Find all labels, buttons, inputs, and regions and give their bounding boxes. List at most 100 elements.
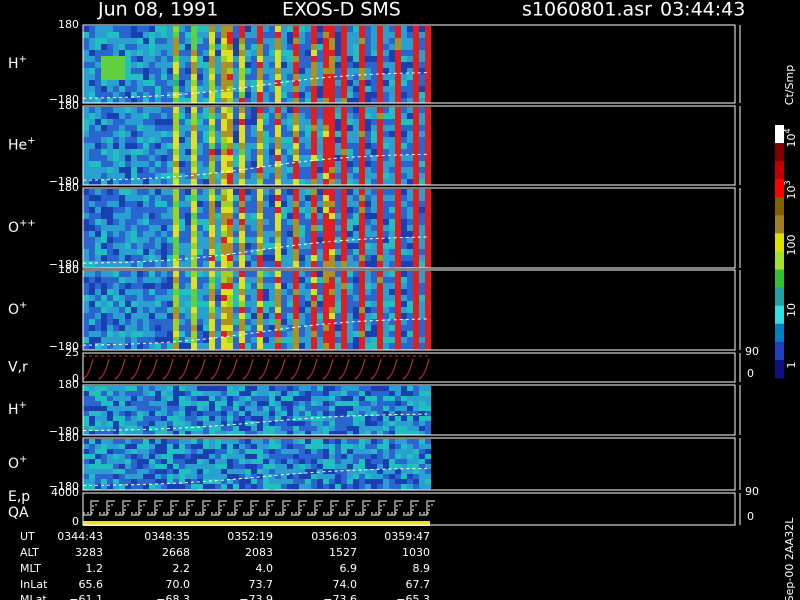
spectrogram-cell bbox=[353, 439, 359, 444]
spectrogram-cell bbox=[299, 464, 305, 469]
spectrogram-cell bbox=[335, 283, 341, 289]
spectrogram-cell bbox=[215, 325, 221, 331]
spectrogram-cell bbox=[89, 421, 95, 426]
spectrogram-cell bbox=[191, 32, 197, 38]
spectrogram-cell bbox=[125, 237, 131, 243]
spectrogram-cell bbox=[119, 189, 125, 195]
spectrogram-cell bbox=[329, 50, 335, 56]
spectrogram-cell bbox=[317, 189, 323, 195]
spectrogram-cell bbox=[191, 319, 197, 325]
spectrogram-cell bbox=[311, 459, 317, 464]
spectrogram-cell bbox=[209, 161, 215, 167]
spectrogram-cell bbox=[341, 137, 347, 143]
spectrogram-cell bbox=[401, 143, 407, 149]
spectrogram-cell bbox=[311, 301, 317, 307]
spectrogram-cell bbox=[137, 449, 143, 454]
spectrogram-cell bbox=[401, 44, 407, 50]
spectrogram-cell bbox=[377, 421, 383, 426]
spectrogram-cell bbox=[137, 331, 143, 337]
spectrogram-cell bbox=[101, 50, 107, 56]
spectrogram-cell bbox=[197, 444, 203, 449]
spectrogram-cell bbox=[251, 86, 257, 92]
spectrogram-cell bbox=[245, 283, 251, 289]
spectrogram-cell bbox=[293, 426, 299, 431]
spectrogram-cell bbox=[167, 92, 173, 98]
spectrogram-cell bbox=[317, 484, 323, 489]
spectrogram-cell bbox=[113, 68, 119, 74]
spectrogram-cell bbox=[257, 319, 263, 325]
spectrogram-cell bbox=[269, 431, 275, 435]
spectrogram-cell bbox=[389, 173, 395, 179]
spectrogram-cell bbox=[233, 44, 239, 50]
spectrogram-cell bbox=[179, 50, 185, 56]
spectrogram-cell bbox=[383, 149, 389, 155]
exp: 4 bbox=[783, 128, 792, 133]
spectrogram-cell bbox=[293, 32, 299, 38]
spectrogram-cell bbox=[281, 406, 287, 411]
spectrogram-cell bbox=[143, 249, 149, 255]
spectrogram-cell bbox=[83, 80, 89, 86]
spectrogram-cell bbox=[149, 474, 155, 479]
spectrogram-cell bbox=[245, 271, 251, 277]
spectrogram-cell bbox=[359, 201, 365, 207]
spectrogram-cell bbox=[389, 149, 395, 155]
spectrogram-cell bbox=[203, 449, 209, 454]
spectrogram-cell bbox=[401, 38, 407, 44]
spectrogram-cell bbox=[287, 143, 293, 149]
spectrogram-cell bbox=[185, 92, 191, 98]
spectrogram-cell bbox=[263, 113, 269, 119]
spectrogram-cell bbox=[257, 161, 263, 167]
spectrogram-cell bbox=[209, 155, 215, 161]
spectrogram-cell bbox=[179, 331, 185, 337]
spectrogram-cell bbox=[149, 431, 155, 435]
spectrogram-cell bbox=[311, 56, 317, 62]
spectrogram-cell bbox=[419, 167, 425, 173]
spectrogram-cell bbox=[119, 113, 125, 119]
spectrogram-cell bbox=[281, 56, 287, 62]
spectrogram-cell bbox=[101, 426, 107, 431]
spectrogram-cell bbox=[425, 271, 431, 277]
spectrogram-cell bbox=[161, 237, 167, 243]
spectrogram-cell bbox=[173, 80, 179, 86]
spectrogram-cell bbox=[317, 119, 323, 125]
spectrogram-cell bbox=[131, 343, 137, 349]
spectrogram-cell bbox=[335, 343, 341, 349]
spectrogram-cell bbox=[107, 155, 113, 161]
spectrogram-cell bbox=[119, 411, 125, 416]
spectrogram-cell bbox=[197, 271, 203, 277]
spectrogram-cell bbox=[215, 62, 221, 68]
exp: 3 bbox=[783, 180, 792, 185]
spectrogram-cell bbox=[359, 325, 365, 331]
spectrogram-cell bbox=[281, 44, 287, 50]
spectrogram-cell bbox=[299, 421, 305, 426]
spectrogram-cell bbox=[233, 201, 239, 207]
spectrogram-cell bbox=[395, 337, 401, 343]
spectrogram-cell bbox=[371, 155, 377, 161]
spectrogram-cell bbox=[209, 439, 215, 444]
spectrogram-cell bbox=[371, 391, 377, 396]
spectrogram-cell bbox=[389, 113, 395, 119]
spectrogram-cell bbox=[389, 50, 395, 56]
spectrogram-cell bbox=[341, 439, 347, 444]
spectrogram-cell bbox=[185, 386, 191, 391]
spectrogram-cell bbox=[293, 161, 299, 167]
spectrogram-cell bbox=[95, 444, 101, 449]
spectrogram-cell bbox=[257, 277, 263, 283]
spectrogram-cell bbox=[203, 149, 209, 155]
spectrogram-cell bbox=[215, 416, 221, 421]
spectrogram-cell bbox=[353, 421, 359, 426]
spectrogram-cell bbox=[209, 459, 215, 464]
spectrogram-cell bbox=[185, 113, 191, 119]
spectrogram-cell bbox=[293, 464, 299, 469]
spectrogram-cell bbox=[101, 391, 107, 396]
spectrogram-cell bbox=[407, 464, 413, 469]
spectrogram-cell bbox=[335, 386, 341, 391]
spectrogram-cell bbox=[167, 80, 173, 86]
spectrogram-cell bbox=[131, 74, 137, 80]
spectrogram-cell bbox=[329, 454, 335, 459]
spectrogram-cell bbox=[263, 237, 269, 243]
spectrogram-cell bbox=[125, 219, 131, 225]
panel-label: O+ bbox=[8, 454, 27, 473]
spectrogram-cell bbox=[419, 50, 425, 56]
spectrogram-cell bbox=[233, 62, 239, 68]
